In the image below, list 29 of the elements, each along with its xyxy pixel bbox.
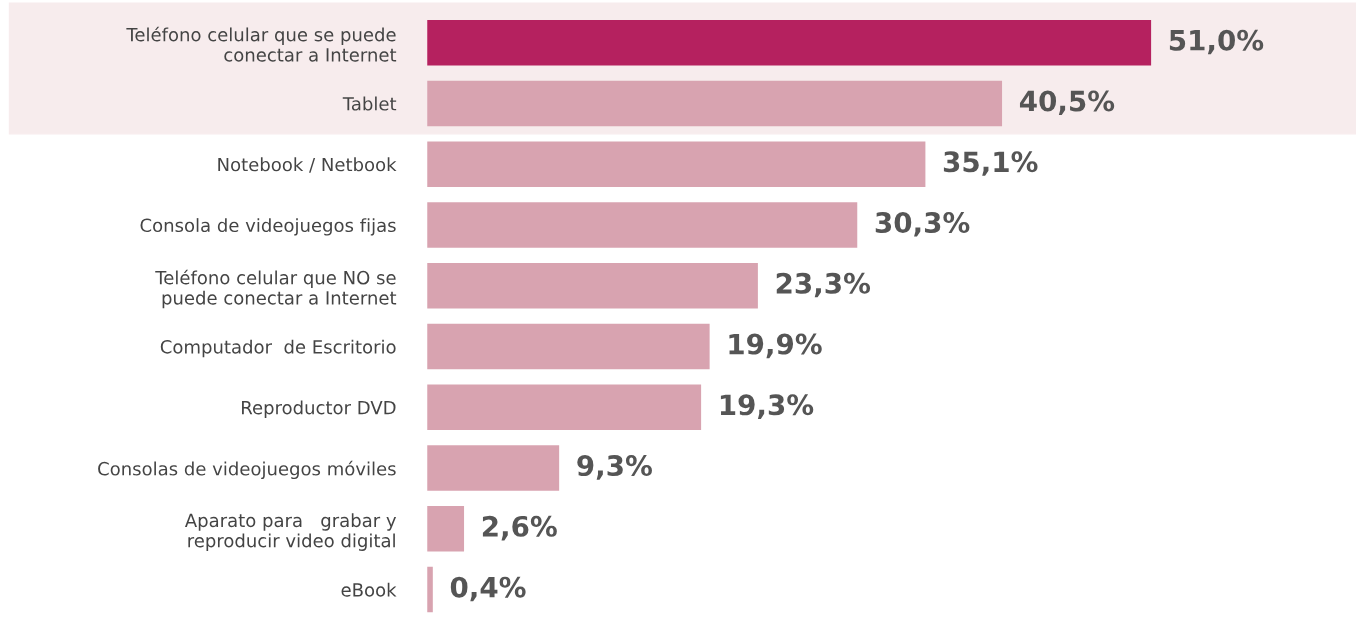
bar — [427, 202, 858, 248]
data-label: 30,3% — [875, 212, 970, 237]
data-label: 0,4% — [450, 576, 526, 602]
data-label: 40,5% — [1019, 90, 1115, 116]
bar — [427, 323, 710, 370]
y-tick-label: Consola de videojuegos fijas — [140, 218, 396, 236]
data-label: 35,1% — [943, 151, 1038, 176]
bar — [427, 506, 465, 552]
data-label: 2,6% — [482, 515, 557, 541]
y-tick-label: Notebook / Netbook — [218, 157, 397, 173]
data-label: 19,3% — [720, 394, 814, 419]
bar — [427, 19, 1152, 66]
bar — [427, 384, 702, 431]
bar — [427, 141, 926, 188]
y-tick-label: Teléfono celular que se puede conectar a Internet — [126, 26, 397, 62]
bar — [427, 80, 1003, 127]
y-tick-label: eBook — [341, 582, 397, 597]
y-tick-label: Consolas de videojuegos móviles — [98, 460, 396, 480]
bar — [427, 262, 758, 309]
data-label: 19,9% — [729, 333, 822, 359]
data-label: 9,3% — [577, 455, 652, 480]
data-label: 23,3% — [776, 272, 871, 298]
data-label: 51,0% — [1169, 29, 1264, 55]
y-tick-label: Tablet — [342, 96, 397, 111]
y-tick-label: Computador de Escritorio — [160, 339, 396, 358]
y-tick-label: Teléfono celular que NO se puede conectar a Internet — [155, 269, 397, 309]
bar — [427, 445, 560, 491]
y-tick-label: Aparato para grabar y reproducir video digital — [184, 513, 397, 551]
y-tick-label: Reproductor DVD — [242, 400, 396, 418]
